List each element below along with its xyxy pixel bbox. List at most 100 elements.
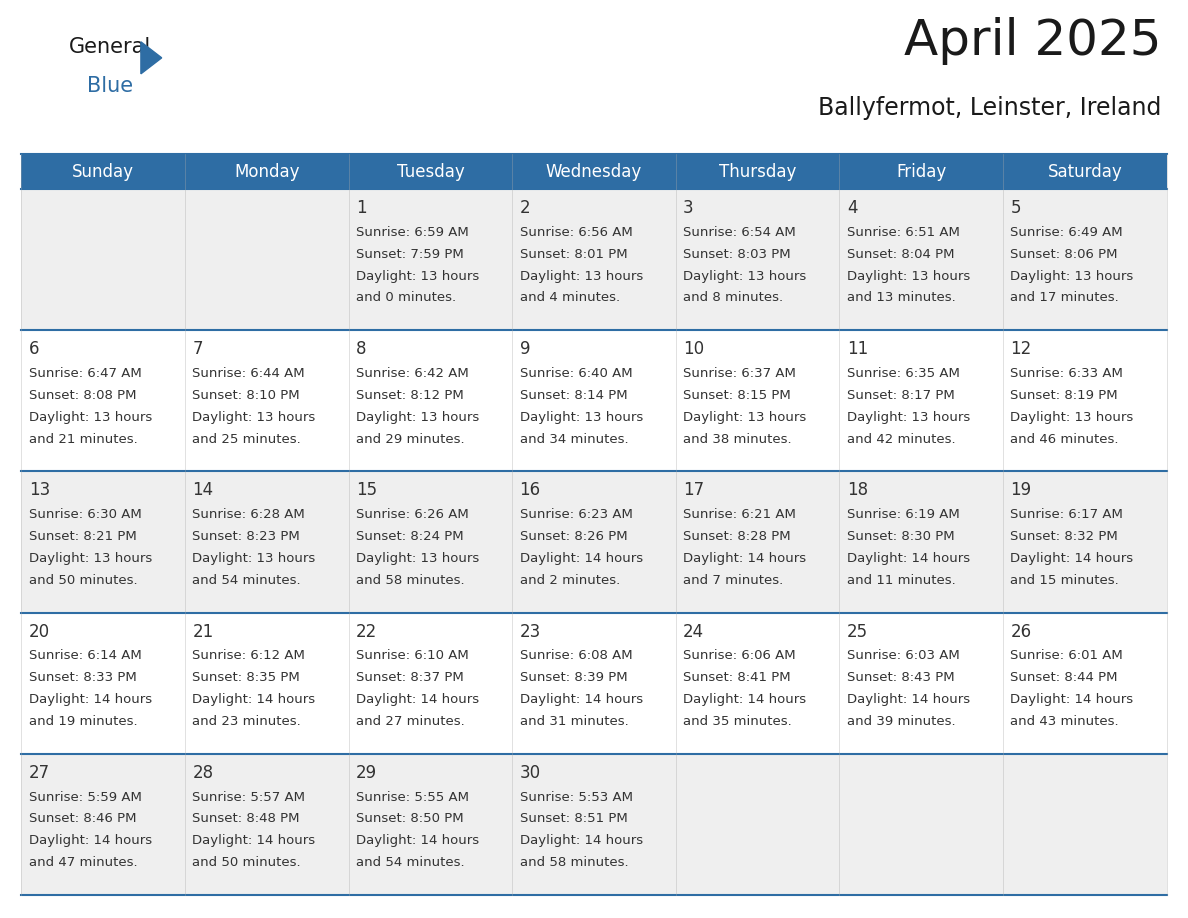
Bar	[21, 189, 1167, 330]
Bar	[21, 472, 1167, 612]
Text: and 23 minutes.: and 23 minutes.	[192, 715, 301, 728]
Text: and 7 minutes.: and 7 minutes.	[683, 574, 783, 587]
Text: Sunrise: 6:23 AM: Sunrise: 6:23 AM	[519, 509, 632, 521]
Text: Sunset: 8:24 PM: Sunset: 8:24 PM	[356, 530, 463, 543]
Text: 14: 14	[192, 481, 214, 499]
Text: Daylight: 13 hours: Daylight: 13 hours	[29, 410, 152, 424]
Text: Daylight: 14 hours: Daylight: 14 hours	[519, 693, 643, 706]
Text: Sunset: 8:35 PM: Sunset: 8:35 PM	[192, 671, 301, 684]
Text: 23: 23	[519, 622, 541, 641]
Text: Saturday: Saturday	[1048, 162, 1123, 181]
Text: Daylight: 13 hours: Daylight: 13 hours	[847, 410, 971, 424]
Text: 12: 12	[1010, 341, 1031, 358]
Text: Sunrise: 6:14 AM: Sunrise: 6:14 AM	[29, 649, 141, 663]
Text: Sunset: 8:08 PM: Sunset: 8:08 PM	[29, 389, 137, 402]
Text: and 0 minutes.: and 0 minutes.	[356, 292, 456, 305]
Text: 1: 1	[356, 199, 367, 217]
Text: and 54 minutes.: and 54 minutes.	[356, 856, 465, 869]
Text: Sunrise: 6:19 AM: Sunrise: 6:19 AM	[847, 509, 960, 521]
Text: and 38 minutes.: and 38 minutes.	[683, 432, 791, 445]
Text: Sunset: 7:59 PM: Sunset: 7:59 PM	[356, 248, 463, 261]
Text: Sunrise: 6:35 AM: Sunrise: 6:35 AM	[847, 367, 960, 380]
Text: and 2 minutes.: and 2 minutes.	[519, 574, 620, 587]
Text: Sunrise: 5:59 AM: Sunrise: 5:59 AM	[29, 790, 141, 803]
Text: Sunrise: 6:08 AM: Sunrise: 6:08 AM	[519, 649, 632, 663]
Text: Sunrise: 6:17 AM: Sunrise: 6:17 AM	[1010, 509, 1123, 521]
Text: 2: 2	[519, 199, 530, 217]
Text: Tuesday: Tuesday	[397, 162, 465, 181]
Text: Sunset: 8:39 PM: Sunset: 8:39 PM	[519, 671, 627, 684]
Text: Sunset: 8:51 PM: Sunset: 8:51 PM	[519, 812, 627, 825]
Text: 5: 5	[1010, 199, 1020, 217]
Text: Sunset: 8:44 PM: Sunset: 8:44 PM	[1010, 671, 1118, 684]
Text: and 29 minutes.: and 29 minutes.	[356, 432, 465, 445]
Text: Sunrise: 6:01 AM: Sunrise: 6:01 AM	[1010, 649, 1123, 663]
Text: and 4 minutes.: and 4 minutes.	[519, 292, 620, 305]
Text: Sunset: 8:23 PM: Sunset: 8:23 PM	[192, 530, 301, 543]
Text: Daylight: 13 hours: Daylight: 13 hours	[356, 270, 479, 283]
Text: Sunrise: 5:57 AM: Sunrise: 5:57 AM	[192, 790, 305, 803]
Text: Daylight: 14 hours: Daylight: 14 hours	[29, 834, 152, 847]
Text: Daylight: 13 hours: Daylight: 13 hours	[192, 552, 316, 565]
Text: Daylight: 13 hours: Daylight: 13 hours	[29, 552, 152, 565]
Text: Sunrise: 6:51 AM: Sunrise: 6:51 AM	[847, 226, 960, 239]
Text: 22: 22	[356, 622, 378, 641]
Text: 29: 29	[356, 764, 377, 782]
Text: Sunset: 8:46 PM: Sunset: 8:46 PM	[29, 812, 137, 825]
Text: and 46 minutes.: and 46 minutes.	[1010, 432, 1119, 445]
Text: Daylight: 14 hours: Daylight: 14 hours	[847, 552, 969, 565]
Text: Daylight: 14 hours: Daylight: 14 hours	[356, 834, 479, 847]
Text: Sunrise: 6:59 AM: Sunrise: 6:59 AM	[356, 226, 469, 239]
Text: and 50 minutes.: and 50 minutes.	[29, 574, 138, 587]
Text: and 19 minutes.: and 19 minutes.	[29, 715, 138, 728]
Text: 4: 4	[847, 199, 858, 217]
Text: April 2025: April 2025	[904, 17, 1162, 64]
Text: Sunset: 8:32 PM: Sunset: 8:32 PM	[1010, 530, 1118, 543]
Text: and 17 minutes.: and 17 minutes.	[1010, 292, 1119, 305]
Text: Daylight: 13 hours: Daylight: 13 hours	[683, 410, 807, 424]
Text: and 35 minutes.: and 35 minutes.	[683, 715, 792, 728]
Text: Sunset: 8:50 PM: Sunset: 8:50 PM	[356, 812, 463, 825]
Text: Daylight: 13 hours: Daylight: 13 hours	[683, 270, 807, 283]
Text: and 58 minutes.: and 58 minutes.	[519, 856, 628, 869]
Text: and 54 minutes.: and 54 minutes.	[192, 574, 301, 587]
Text: Thursday: Thursday	[719, 162, 796, 181]
Text: Daylight: 13 hours: Daylight: 13 hours	[192, 410, 316, 424]
Text: Daylight: 13 hours: Daylight: 13 hours	[356, 410, 479, 424]
Text: 8: 8	[356, 341, 366, 358]
Text: Sunset: 8:30 PM: Sunset: 8:30 PM	[847, 530, 954, 543]
Text: Sunday: Sunday	[72, 162, 134, 181]
Text: Sunrise: 6:47 AM: Sunrise: 6:47 AM	[29, 367, 141, 380]
Text: Monday: Monday	[234, 162, 299, 181]
Text: Sunrise: 6:06 AM: Sunrise: 6:06 AM	[683, 649, 796, 663]
Text: Sunset: 8:03 PM: Sunset: 8:03 PM	[683, 248, 791, 261]
Text: Sunrise: 6:10 AM: Sunrise: 6:10 AM	[356, 649, 469, 663]
Text: Sunrise: 6:26 AM: Sunrise: 6:26 AM	[356, 509, 469, 521]
Text: Sunrise: 6:30 AM: Sunrise: 6:30 AM	[29, 509, 141, 521]
Text: 18: 18	[847, 481, 868, 499]
Text: and 34 minutes.: and 34 minutes.	[519, 432, 628, 445]
Text: and 47 minutes.: and 47 minutes.	[29, 856, 138, 869]
Text: Sunset: 8:41 PM: Sunset: 8:41 PM	[683, 671, 791, 684]
Bar	[21, 754, 1167, 895]
Text: and 8 minutes.: and 8 minutes.	[683, 292, 783, 305]
Text: Daylight: 14 hours: Daylight: 14 hours	[683, 552, 807, 565]
Text: Sunset: 8:14 PM: Sunset: 8:14 PM	[519, 389, 627, 402]
Polygon shape	[141, 42, 162, 73]
Text: Sunrise: 6:42 AM: Sunrise: 6:42 AM	[356, 367, 469, 380]
Text: and 31 minutes.: and 31 minutes.	[519, 715, 628, 728]
Text: Sunrise: 6:37 AM: Sunrise: 6:37 AM	[683, 367, 796, 380]
Text: Daylight: 14 hours: Daylight: 14 hours	[192, 693, 316, 706]
Text: 26: 26	[1010, 622, 1031, 641]
Text: Sunrise: 6:54 AM: Sunrise: 6:54 AM	[683, 226, 796, 239]
Text: Daylight: 13 hours: Daylight: 13 hours	[1010, 410, 1133, 424]
Text: 15: 15	[356, 481, 377, 499]
Text: Sunrise: 6:33 AM: Sunrise: 6:33 AM	[1010, 367, 1123, 380]
Text: Sunset: 8:26 PM: Sunset: 8:26 PM	[519, 530, 627, 543]
Text: Sunrise: 6:03 AM: Sunrise: 6:03 AM	[847, 649, 960, 663]
Text: Daylight: 14 hours: Daylight: 14 hours	[519, 834, 643, 847]
Text: 19: 19	[1010, 481, 1031, 499]
Text: Sunset: 8:15 PM: Sunset: 8:15 PM	[683, 389, 791, 402]
Text: Daylight: 13 hours: Daylight: 13 hours	[519, 270, 643, 283]
Text: Sunset: 8:21 PM: Sunset: 8:21 PM	[29, 530, 137, 543]
